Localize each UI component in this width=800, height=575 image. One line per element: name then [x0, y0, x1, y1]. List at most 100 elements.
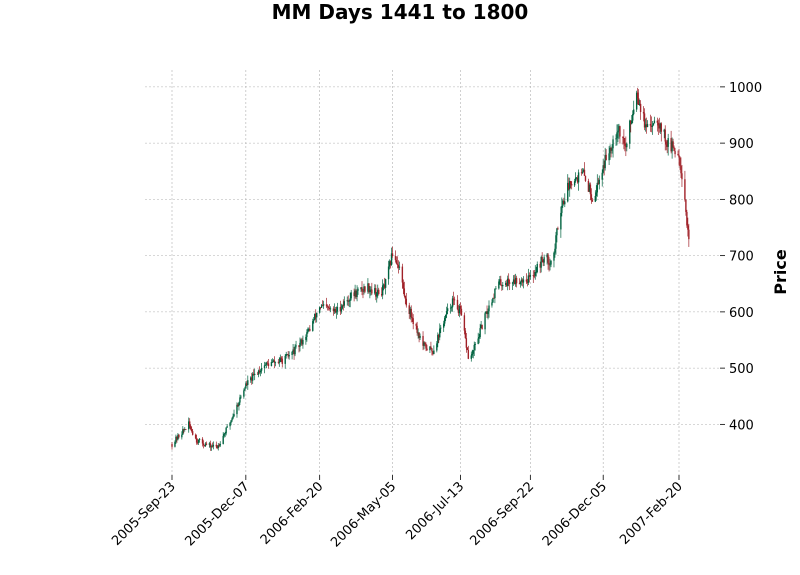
candle-body	[589, 184, 592, 195]
candle-body	[230, 420, 232, 423]
candle-body	[494, 288, 496, 299]
candle-body	[590, 194, 593, 200]
candle-body	[492, 297, 494, 303]
candle-body	[335, 311, 338, 313]
candle-body	[463, 315, 466, 331]
candle-body	[539, 263, 541, 268]
candle-body	[315, 313, 317, 318]
candle-body	[573, 181, 576, 186]
candle-body	[658, 125, 661, 129]
candle-body	[465, 338, 468, 348]
candle-body	[306, 332, 308, 337]
candle-body	[226, 426, 228, 428]
candle-body	[308, 328, 310, 330]
candle-body	[433, 350, 435, 354]
candle-body	[525, 279, 528, 282]
candle-body	[561, 205, 563, 213]
candle-body	[232, 416, 234, 419]
candle-body	[636, 92, 639, 99]
candle-body	[294, 346, 296, 355]
candle-body	[258, 370, 261, 373]
candle-body	[456, 299, 459, 310]
candle-body	[495, 288, 497, 290]
candle-body	[527, 275, 530, 283]
candle-body	[515, 277, 518, 284]
candle-body	[556, 228, 558, 236]
candle-body	[326, 306, 329, 308]
candle-body	[353, 292, 355, 297]
candle-body	[384, 279, 387, 288]
candle-body	[591, 199, 594, 202]
candle-body	[557, 228, 559, 230]
candle-body	[673, 147, 675, 152]
candle-body	[568, 182, 570, 190]
candle-body	[203, 445, 206, 447]
candle-body	[512, 279, 515, 283]
candle-body	[343, 301, 345, 306]
candle-body	[325, 304, 328, 307]
candle-body	[395, 260, 398, 264]
candle-body	[587, 180, 590, 192]
candle-body	[652, 123, 655, 126]
candle-body	[598, 179, 600, 184]
candle-body	[191, 431, 194, 435]
chart-title: MM Days 1441 to 1800	[271, 0, 529, 24]
candle-body	[329, 308, 332, 310]
candle-body	[346, 300, 348, 302]
candle-body	[363, 286, 365, 292]
candle-body	[550, 260, 552, 265]
candle-body	[449, 307, 452, 309]
candle-body	[223, 434, 225, 436]
candle-body	[272, 360, 275, 362]
candle-body	[581, 171, 584, 173]
candle-body	[629, 120, 631, 144]
candle-body	[285, 354, 287, 356]
candle-body	[201, 438, 204, 444]
candle-body	[677, 154, 679, 156]
candle-body	[182, 429, 184, 435]
candle-body	[236, 404, 238, 415]
candle-body	[340, 308, 343, 312]
candle-body	[474, 343, 476, 345]
candle-body	[480, 324, 482, 329]
candle-body	[486, 311, 488, 315]
candle-body	[389, 261, 392, 265]
x-tick-label: 2005-Sep-23	[109, 479, 179, 549]
candle-body	[596, 182, 598, 193]
candle-body	[240, 396, 242, 398]
candle-body	[243, 390, 245, 397]
candle-body	[487, 311, 489, 315]
candle-body	[659, 123, 661, 129]
candle-body	[377, 289, 379, 293]
candle-body	[316, 312, 318, 318]
candle-body	[639, 103, 642, 112]
candle-body	[265, 362, 268, 365]
candle-body	[488, 305, 490, 312]
candle-body	[233, 414, 235, 417]
candle-body	[295, 345, 297, 347]
candle-body	[660, 123, 662, 132]
candle-body	[419, 335, 421, 338]
candle-body	[403, 288, 406, 296]
candle-body	[251, 377, 253, 381]
candle-body	[570, 181, 572, 185]
candle-body	[604, 154, 606, 169]
candle-body	[499, 279, 501, 282]
candle-body	[190, 429, 193, 432]
candle-body	[348, 300, 350, 302]
candle-body	[632, 114, 634, 121]
candle-body	[424, 342, 426, 344]
candle-body	[284, 355, 286, 364]
candle-body	[247, 380, 249, 385]
candle-body	[491, 302, 493, 306]
candle-body	[562, 200, 564, 206]
candle-body	[459, 306, 462, 309]
candle-body	[402, 282, 405, 289]
candle-body	[443, 323, 445, 328]
candle-body	[563, 200, 565, 205]
candle-body	[680, 166, 682, 174]
candle-body	[679, 157, 681, 167]
candle-body	[215, 444, 218, 447]
candle-body	[218, 445, 220, 447]
candle-body	[436, 343, 438, 351]
